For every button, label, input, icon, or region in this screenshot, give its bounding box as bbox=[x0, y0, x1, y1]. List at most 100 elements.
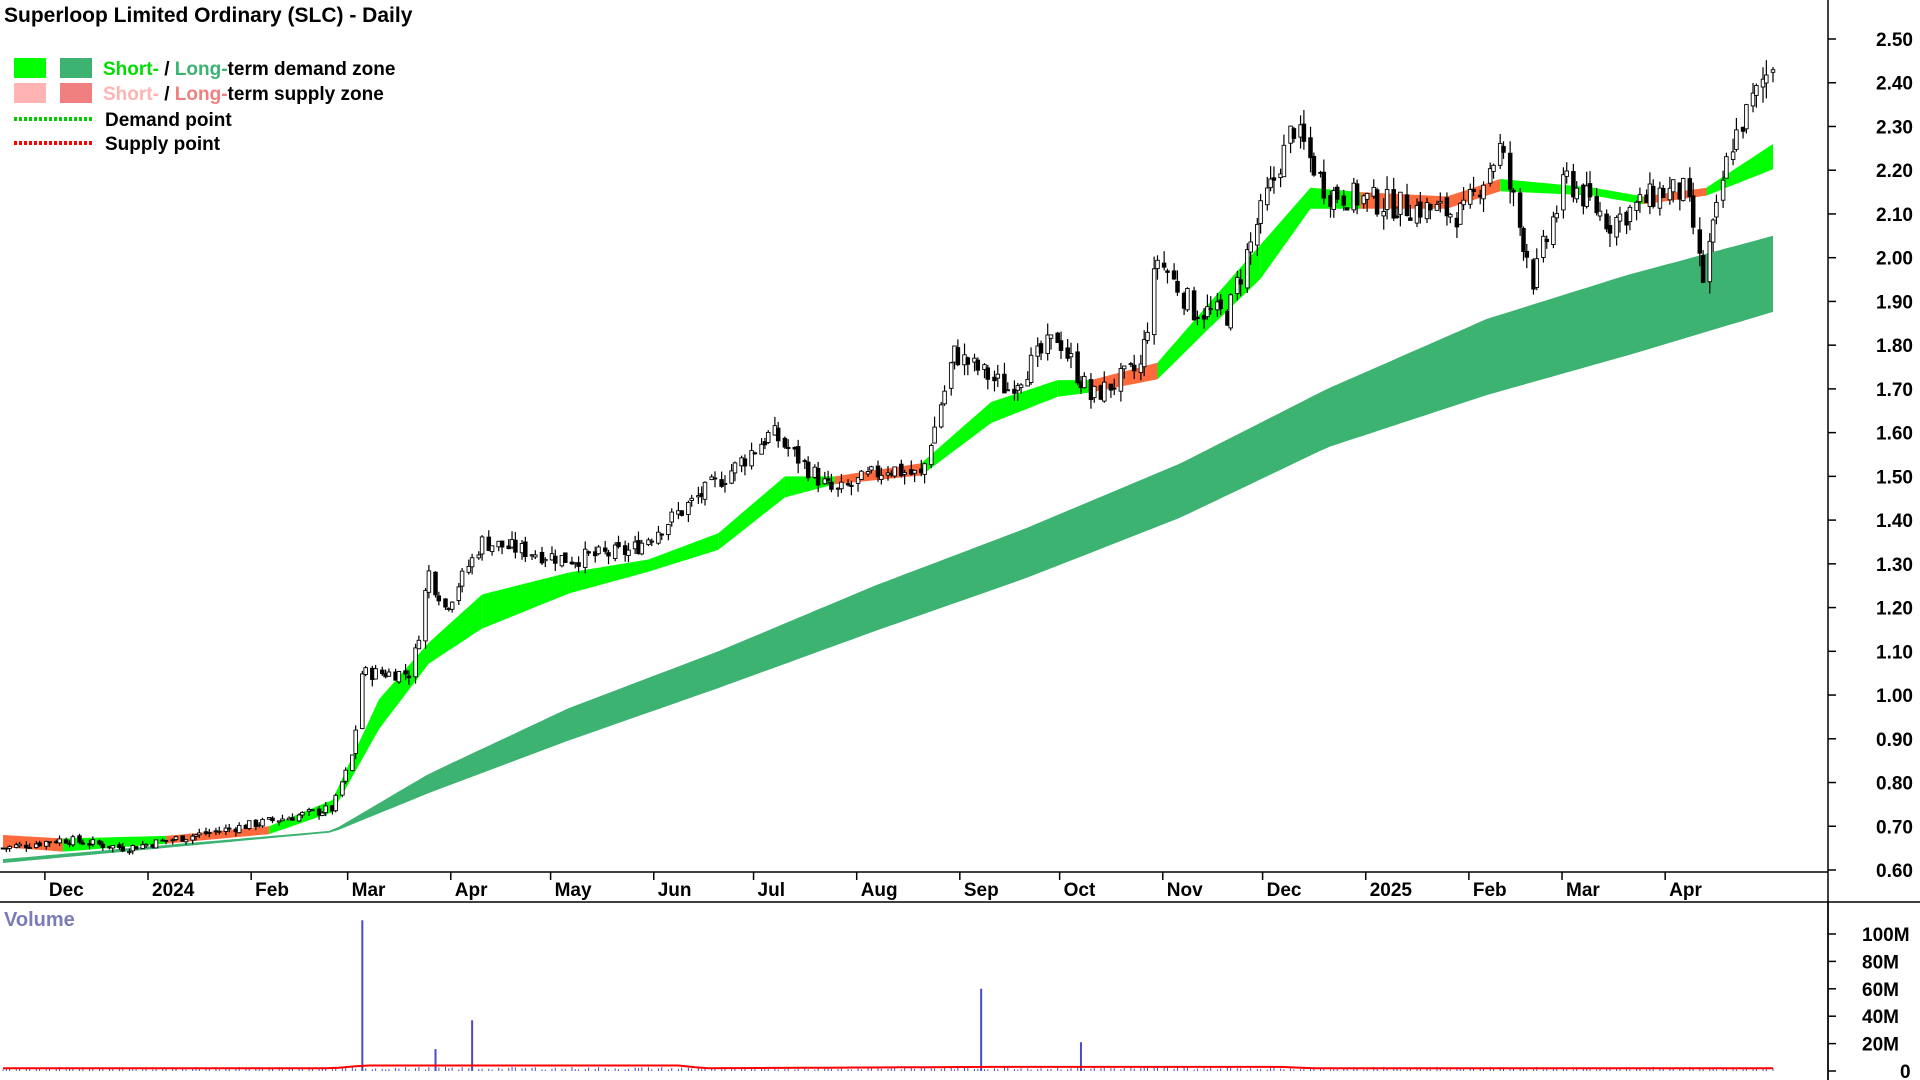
volume-tick-label: 100M bbox=[1862, 925, 1910, 946]
candle-body bbox=[1131, 364, 1137, 372]
candle-body bbox=[1690, 195, 1696, 228]
candle-body bbox=[626, 549, 631, 556]
candle-body bbox=[576, 562, 581, 567]
candle-body bbox=[226, 827, 232, 830]
candle-body bbox=[290, 817, 295, 821]
candle-body bbox=[1434, 203, 1440, 211]
candle-body bbox=[1670, 179, 1676, 193]
candle-body bbox=[686, 502, 691, 515]
candle-body bbox=[456, 586, 462, 601]
volume-tick-label: 60M bbox=[1862, 980, 1899, 1001]
candle-body bbox=[193, 834, 199, 837]
candle-body bbox=[942, 390, 947, 405]
candle-body bbox=[77, 835, 82, 843]
candle-body bbox=[855, 477, 861, 484]
candle-body bbox=[1341, 195, 1347, 206]
candle-body bbox=[127, 851, 132, 854]
candle-body bbox=[1471, 189, 1476, 192]
candle-body bbox=[523, 541, 528, 558]
volume-tick-label: 80M bbox=[1862, 952, 1899, 973]
candle-body bbox=[1155, 259, 1160, 270]
candle-body bbox=[612, 544, 618, 559]
candle-body bbox=[1321, 171, 1327, 199]
candle-body bbox=[742, 458, 748, 467]
volume-tick-label: 0 bbox=[1900, 1062, 1911, 1080]
candle-body bbox=[280, 818, 285, 822]
candle-body bbox=[426, 570, 432, 593]
chart-title: Superloop Limited Ordinary (SLC) - Daily bbox=[4, 4, 413, 27]
candle-body bbox=[1002, 373, 1007, 394]
volume-average-line bbox=[3, 1064, 1773, 1070]
candle-body bbox=[749, 450, 754, 467]
date-tick-label: Feb bbox=[1473, 880, 1507, 901]
candle-body bbox=[802, 460, 808, 463]
candle-body bbox=[1660, 187, 1666, 199]
candle-body bbox=[140, 844, 145, 849]
candle-body bbox=[865, 471, 871, 475]
candle-body bbox=[829, 481, 834, 490]
candle-body bbox=[985, 367, 991, 380]
price-tick-label: 2.20 bbox=[1876, 161, 1913, 182]
candle-body bbox=[170, 839, 175, 842]
candle-body bbox=[1461, 199, 1466, 206]
candle-body bbox=[1627, 206, 1633, 223]
candle-body bbox=[1191, 290, 1197, 321]
date-tick-label: Feb bbox=[255, 880, 289, 901]
candle-body bbox=[666, 524, 671, 536]
candle-body bbox=[63, 839, 69, 844]
price-tick-label: 1.10 bbox=[1876, 642, 1913, 663]
candle-body bbox=[1171, 270, 1177, 280]
candle-body bbox=[1394, 215, 1400, 218]
legend-short-supply-swatch bbox=[14, 83, 46, 103]
candle-body bbox=[1151, 268, 1157, 336]
candle-body bbox=[363, 667, 368, 675]
volume-label: Volume bbox=[4, 909, 75, 931]
candle-body bbox=[712, 477, 718, 480]
candle-body bbox=[423, 590, 428, 642]
legend-demand-sep: / bbox=[159, 59, 175, 80]
date-tick-label: Sep bbox=[964, 880, 999, 901]
candle-body bbox=[1607, 225, 1613, 234]
candle-body bbox=[539, 551, 545, 564]
legend-long-supply-swatch bbox=[60, 83, 92, 103]
candle-body bbox=[1564, 170, 1569, 177]
candle-body bbox=[1082, 375, 1087, 389]
candle-body bbox=[759, 443, 764, 455]
candle-body bbox=[17, 843, 22, 847]
candle-body bbox=[1398, 191, 1403, 215]
candle-body bbox=[1121, 365, 1127, 370]
candle-body bbox=[7, 845, 12, 849]
candle-body bbox=[1018, 384, 1024, 388]
candle-body bbox=[602, 547, 608, 552]
candle-body bbox=[197, 832, 202, 836]
short-term-demand-zone-segment bbox=[568, 559, 649, 594]
candle-body bbox=[938, 404, 944, 428]
candle-body bbox=[1111, 387, 1117, 390]
candle-body bbox=[260, 818, 265, 827]
candle-body bbox=[316, 808, 322, 816]
candle-body bbox=[1005, 389, 1011, 392]
candle-body bbox=[1617, 213, 1623, 222]
legend-supply-short: Short- bbox=[103, 84, 159, 105]
candle-body bbox=[100, 843, 106, 848]
candle-body bbox=[805, 461, 811, 479]
candle-body bbox=[912, 469, 917, 474]
candle-body bbox=[1281, 144, 1287, 178]
candle-body bbox=[1248, 241, 1253, 253]
date-tick-label: Dec bbox=[49, 880, 84, 901]
candle-body bbox=[1750, 92, 1756, 107]
candle-body bbox=[1534, 258, 1540, 288]
candle-body bbox=[1235, 276, 1240, 295]
candle-body bbox=[183, 839, 189, 843]
candle-body bbox=[1301, 123, 1307, 142]
price-tick-label: 2.00 bbox=[1876, 249, 1913, 270]
candle-body bbox=[849, 484, 854, 487]
date-tick-label: May bbox=[555, 880, 592, 901]
candle-body bbox=[1058, 340, 1064, 351]
candle-body bbox=[1354, 183, 1360, 206]
short-term-supply-zone-segment bbox=[3, 835, 63, 852]
candle-body bbox=[416, 639, 422, 650]
candle-body bbox=[616, 542, 621, 548]
candle-body bbox=[479, 536, 485, 555]
candle-body bbox=[1028, 354, 1034, 383]
